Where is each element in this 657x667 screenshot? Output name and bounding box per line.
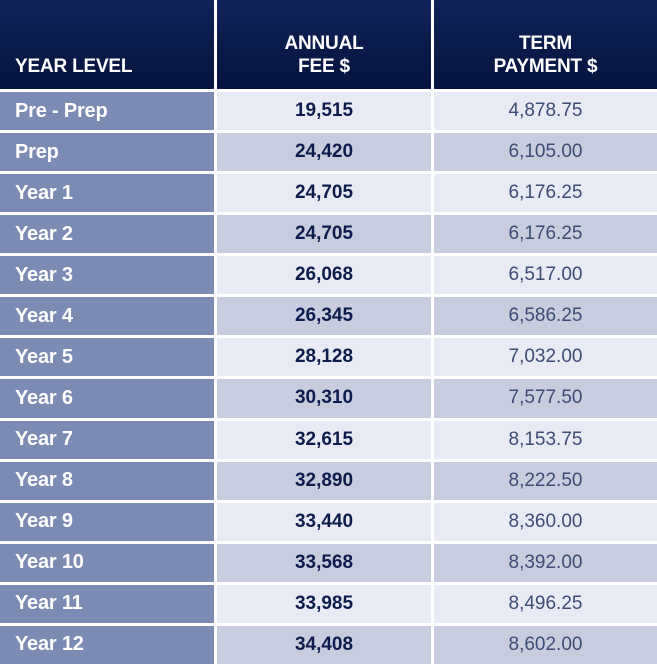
term-payment-cell: 8,222.50 (434, 461, 657, 503)
header-term-payment-line1: TERM (518, 33, 572, 54)
term-payment-cell: 6,105.00 (434, 133, 657, 175)
annual-fee-cell: 32,615 (217, 420, 434, 462)
year-level-cell: Year 5 (0, 338, 217, 380)
header-annual-fee: ANNUAL FEE $ (217, 0, 434, 92)
header-annual-fee-line1: ANNUAL (284, 33, 364, 54)
year-level-cell: Pre - Prep (0, 92, 217, 134)
header-annual-fee-line2: FEE $ (298, 56, 350, 77)
header-year-level: YEAR LEVEL (0, 0, 217, 92)
header-term-payment: TERM PAYMENT $ (434, 0, 657, 92)
header-year-level-label: YEAR LEVEL (15, 56, 133, 77)
year-level-cell: Year 3 (0, 256, 217, 298)
year-level-cell: Year 12 (0, 625, 217, 667)
annual-fee-cell: 34,408 (217, 625, 434, 667)
term-payment-cell: 8,496.25 (434, 584, 657, 626)
year-level-cell: Year 9 (0, 502, 217, 544)
term-payment-cell: 6,517.00 (434, 256, 657, 298)
year-level-cell: Year 6 (0, 379, 217, 421)
annual-fee-cell: 19,515 (217, 92, 434, 134)
term-payment-cell: 8,360.00 (434, 502, 657, 544)
year-level-cell: Year 4 (0, 297, 217, 339)
year-level-cell: Year 8 (0, 461, 217, 503)
term-payment-cell: 6,176.25 (434, 174, 657, 216)
annual-fee-cell: 24,705 (217, 174, 434, 216)
term-payment-cell: 8,602.00 (434, 625, 657, 667)
term-payment-cell: 4,878.75 (434, 92, 657, 134)
annual-fee-cell: 24,420 (217, 133, 434, 175)
annual-fee-cell: 26,345 (217, 297, 434, 339)
year-level-cell: Year 2 (0, 215, 217, 257)
term-payment-cell: 7,577.50 (434, 379, 657, 421)
annual-fee-cell: 33,440 (217, 502, 434, 544)
annual-fee-cell: 28,128 (217, 338, 434, 380)
year-level-cell: Prep (0, 133, 217, 175)
annual-fee-cell: 26,068 (217, 256, 434, 298)
year-level-cell: Year 11 (0, 584, 217, 626)
annual-fee-cell: 30,310 (217, 379, 434, 421)
term-payment-cell: 7,032.00 (434, 338, 657, 380)
term-payment-cell: 6,176.25 (434, 215, 657, 257)
term-payment-cell: 8,392.00 (434, 543, 657, 585)
term-payment-cell: 6,586.25 (434, 297, 657, 339)
year-level-cell: Year 1 (0, 174, 217, 216)
year-level-cell: Year 10 (0, 543, 217, 585)
annual-fee-cell: 24,705 (217, 215, 434, 257)
annual-fee-cell: 33,985 (217, 584, 434, 626)
year-level-cell: Year 7 (0, 420, 217, 462)
annual-fee-cell: 33,568 (217, 543, 434, 585)
term-payment-cell: 8,153.75 (434, 420, 657, 462)
annual-fee-cell: 32,890 (217, 461, 434, 503)
header-term-payment-line2: PAYMENT $ (493, 56, 598, 77)
